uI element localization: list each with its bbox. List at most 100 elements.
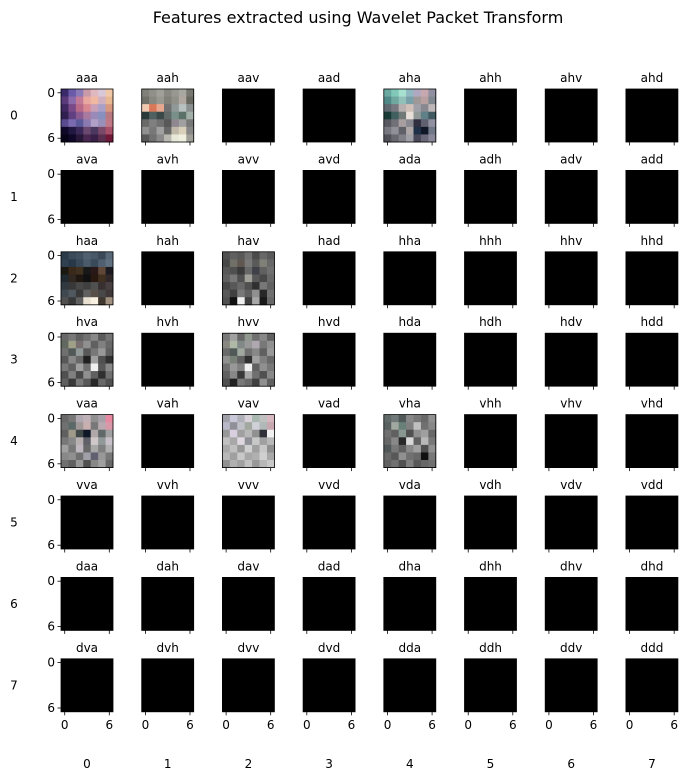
pixel-aha-6-1: [391, 134, 400, 143]
subplot-title-vha: vha: [399, 397, 421, 411]
pixel-aah-4-6: [186, 119, 195, 128]
pixel-hav-5-0: [222, 289, 231, 298]
image-hdd: [625, 333, 678, 387]
pixel-aha-0-1: [391, 89, 400, 97]
x-tick-label-dvd-0: 0: [303, 718, 311, 732]
pixel-hva-4-1: [68, 363, 77, 372]
subplot-avd: avd: [302, 152, 356, 227]
subplot-title-avd: avd: [318, 152, 340, 166]
pixel-aah-4-3: [163, 119, 172, 128]
subplot-vhh: vhh: [464, 397, 517, 472]
subplot-title-hdv: hdv: [560, 315, 582, 329]
pixel-vav-2-2: [237, 429, 246, 438]
image-dha: [383, 577, 436, 631]
pixel-vav-1-1: [229, 422, 238, 431]
pixel-aaa-0-5: [98, 89, 106, 97]
axes-frame-hdh: [464, 332, 517, 387]
image-hhh: [464, 251, 517, 305]
pixel-hvv-6-1: [229, 378, 238, 387]
pixel-hva-3-0: [61, 355, 69, 364]
axes-frame-vav: [221, 414, 275, 469]
pixel-vha-1-6: [428, 422, 437, 431]
image-vdd: [625, 496, 678, 549]
pixel-hva-2-5: [98, 348, 106, 357]
pixel-aaa-1-3: [83, 96, 92, 105]
subplot-ddh: ddh 0 6: [464, 641, 517, 732]
image-aad: [303, 89, 356, 142]
pixel-aha-4-5: [420, 119, 429, 128]
pixel-hvv-2-2: [237, 348, 246, 357]
pixel-hva-4-4: [90, 363, 99, 372]
y-tick-label-dva-0: 0: [47, 656, 55, 670]
pixel-haa-4-0: [61, 282, 69, 291]
subplot-daa: daa 0 6: [47, 559, 114, 634]
subplot-vhv: vhv: [544, 397, 598, 472]
subplot-vad: vad: [302, 397, 356, 472]
subplot-title-vhh: vhh: [479, 397, 501, 411]
pixel-vaa-2-0: [61, 429, 69, 438]
subplot-ada: ada: [383, 152, 437, 227]
subplot-title-had: had: [318, 234, 341, 248]
pixel-hav-1-5: [259, 259, 268, 268]
pixel-aaa-2-0: [61, 104, 69, 113]
pixel-aah-1-0: [141, 96, 150, 105]
subplot-title-vdv: vdv: [560, 478, 582, 492]
subplot-title-hvv: hvv: [237, 315, 259, 329]
pixel-hva-2-0: [61, 348, 69, 357]
y-tick-label-daa-0: 0: [47, 574, 55, 588]
y-tick-label-daa-1: 6: [47, 620, 55, 634]
pixel-aah-1-6: [186, 96, 195, 105]
pixel-aah-6-3: [163, 134, 172, 143]
pixel-hva-0-2: [75, 333, 84, 342]
pixel-haa-0-2: [75, 251, 84, 260]
subplot-title-vdd: vdd: [641, 478, 663, 492]
pixel-aaa-6-5: [98, 134, 106, 143]
pixel-vaa-4-2: [75, 444, 84, 453]
pixel-vav-6-5: [259, 460, 268, 468]
axes-frame-avh: [141, 169, 195, 224]
pixel-vaa-0-0: [61, 414, 69, 423]
pixel-hva-6-1: [68, 378, 77, 387]
pixel-hva-4-2: [75, 363, 84, 372]
pixel-vaa-2-3: [83, 429, 92, 438]
pixel-aha-0-4: [413, 89, 422, 97]
pixel-vha-6-0: [383, 460, 392, 468]
subplot-title-hhd: hhd: [640, 234, 663, 248]
pixel-vav-4-5: [259, 444, 268, 453]
pixel-vaa-4-4: [90, 444, 99, 453]
subplot-vdh: vdh: [464, 478, 517, 553]
pixel-vha-1-0: [383, 422, 392, 431]
pixel-vha-3-3: [406, 437, 414, 446]
pixel-vha-0-0: [383, 414, 392, 423]
pixel-aah-6-4: [171, 134, 180, 143]
pixel-hvv-6-3: [244, 378, 253, 387]
pixel-vav-3-0: [222, 437, 231, 446]
pixel-hvv-4-0: [222, 363, 231, 372]
pixel-hva-6-6: [105, 378, 114, 387]
pixel-hvv-1-4: [252, 340, 260, 349]
pixel-haa-5-0: [61, 289, 69, 298]
pixel-haa-4-4: [90, 282, 99, 291]
pixel-aha-2-2: [398, 104, 407, 113]
axes-frame-hdv: [544, 332, 598, 387]
pixel-hva-6-5: [98, 378, 106, 387]
pixel-aaa-1-6: [105, 96, 114, 105]
subplot-had: had: [302, 234, 356, 309]
pixel-hvv-6-2: [237, 378, 246, 387]
pixel-aah-3-0: [141, 111, 150, 120]
axes-frame-avd: [302, 169, 356, 224]
pixel-vav-3-1: [229, 437, 238, 446]
col-label-2: 2: [245, 757, 253, 771]
pixel-haa-1-3: [83, 259, 92, 268]
pixel-hvv-5-2: [237, 371, 246, 380]
image-hhv: [545, 251, 598, 305]
subplot-hda: hda: [383, 315, 437, 390]
pixel-vha-3-1: [391, 437, 400, 446]
pixel-vaa-4-3: [83, 444, 92, 453]
pixel-aaa-0-1: [68, 89, 77, 97]
pixel-vha-6-5: [420, 460, 429, 468]
pixel-hav-0-4: [252, 251, 260, 260]
pixel-hva-4-3: [83, 363, 92, 372]
x-tick-label-dda-1: 6: [428, 718, 436, 732]
image-adv: [545, 170, 598, 224]
